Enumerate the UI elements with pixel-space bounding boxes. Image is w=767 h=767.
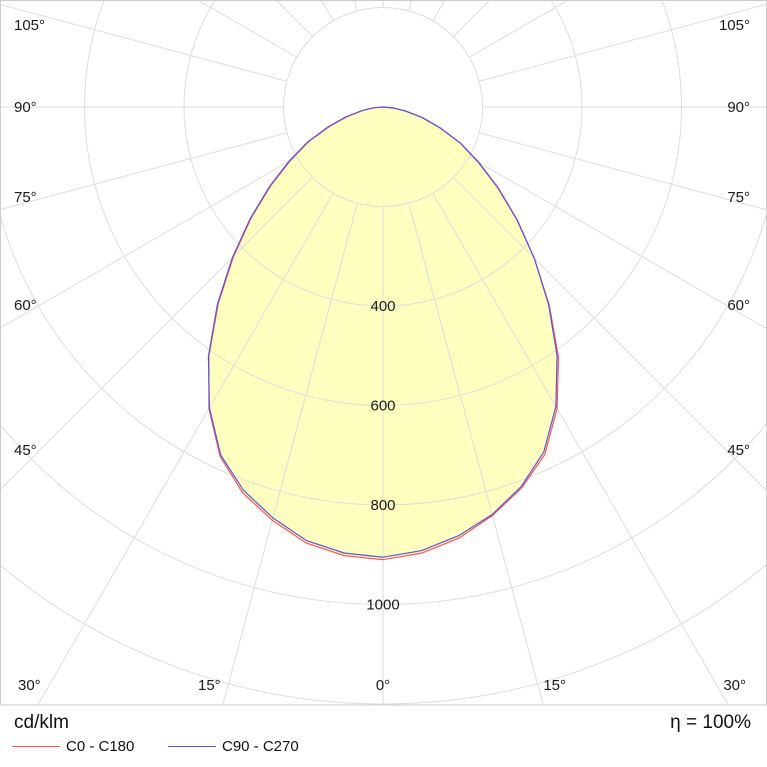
angle-label-zero: 0° [376, 677, 390, 694]
legend-label-c90: C90 - C270 [222, 738, 299, 755]
angle-label-left-6: 15° [198, 677, 221, 694]
angle-label-right-1: 90° [727, 99, 750, 116]
grid-spoke-210 [321, 1, 334, 22]
angle-label-left-5: 30° [18, 677, 41, 694]
angle-label-left-0: 105° [14, 17, 45, 34]
luminous-area-fill [208, 107, 559, 560]
angle-label-left-2: 75° [14, 189, 37, 206]
grid-spoke-195 [354, 1, 358, 12]
grid-spoke-120 [468, 1, 568, 58]
legend-swatch-c90 [168, 746, 216, 747]
grid-spoke-225 [276, 1, 313, 37]
grid-spoke-45 [453, 177, 766, 491]
legend-item-c0: C0 - C180 [12, 738, 134, 755]
grid-spoke-300 [1, 156, 298, 329]
legend-swatch-c0 [12, 746, 60, 747]
grid-spoke-315 [1, 177, 313, 490]
angle-label-right-6: 15° [543, 677, 566, 694]
grid-spoke-30 [432, 192, 729, 705]
angle-label-left-1: 90° [14, 99, 37, 116]
grid-spoke-240 [198, 1, 298, 58]
grid-spoke-345 [222, 202, 358, 705]
angle-label-right-4: 45° [727, 442, 750, 459]
radial-tick-label-400: 400 [370, 298, 395, 315]
grid-spoke-285 [1, 132, 288, 210]
grid-spoke-15 [408, 202, 544, 705]
radial-tick-label-600: 600 [370, 398, 395, 415]
grid-spoke-60 [468, 156, 766, 329]
angle-label-right-2: 75° [727, 189, 750, 206]
angle-label-right-5: 30° [723, 677, 746, 694]
efficiency-label: η = 100% [670, 712, 751, 733]
grid-spoke-150 [432, 1, 445, 22]
legend-label-c0: C0 - C180 [66, 738, 135, 755]
unit-label: cd/klm [14, 712, 69, 733]
angle-label-right-0: 105° [719, 17, 750, 34]
grid-spoke-105 [478, 3, 766, 82]
radial-tick-label-800: 800 [370, 497, 395, 514]
angle-label-left-4: 45° [14, 442, 37, 459]
angle-label-right-3: 60° [727, 297, 750, 314]
angle-label-left-3: 60° [14, 297, 37, 314]
radial-tick-label-1000: 1000 [366, 597, 399, 614]
grid-spoke-165 [408, 1, 412, 12]
grid-spoke-75 [478, 132, 766, 211]
grid-spoke-255 [1, 4, 288, 82]
legend-item-c90: C90 - C270 [168, 738, 299, 755]
series-curve-c90-c270 [207, 106, 558, 558]
grid-spoke-330 [37, 192, 334, 705]
